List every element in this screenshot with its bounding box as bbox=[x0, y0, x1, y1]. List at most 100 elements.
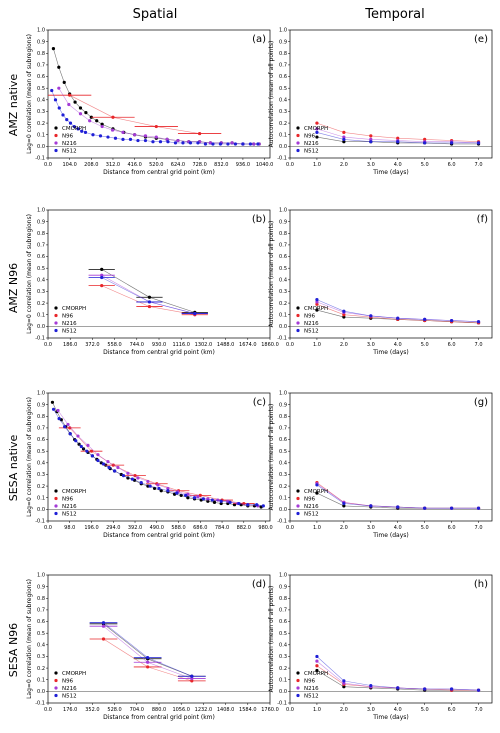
legend-marker-n96 bbox=[54, 133, 58, 138]
panel-label: (d) bbox=[252, 579, 266, 590]
y-tick-label: 0.9 bbox=[279, 402, 287, 408]
series-n512 bbox=[88, 275, 208, 316]
data-point-n512 bbox=[241, 142, 245, 146]
data-point-n512 bbox=[146, 656, 150, 660]
y-tick-label: 0.4 bbox=[279, 98, 287, 104]
x-tick-label: 352.0 bbox=[85, 707, 99, 713]
data-point-n512 bbox=[80, 129, 84, 133]
x-axis-label: Distance from central grid point (km) bbox=[103, 532, 215, 539]
data-point-n216 bbox=[315, 127, 319, 131]
chart-panel-a: -0.10.00.10.20.30.40.50.60.70.80.91.00.0… bbox=[26, 28, 273, 176]
plot-frame bbox=[289, 574, 493, 704]
data-point-n96 bbox=[242, 501, 246, 506]
y-tick-label: 0.0 bbox=[37, 324, 45, 330]
x-tick-label: 0.0 bbox=[286, 342, 294, 348]
data-point-n216 bbox=[315, 659, 319, 663]
legend-marker-n96 bbox=[296, 313, 300, 318]
y-tick-label: 0.1 bbox=[279, 495, 287, 501]
legend-label-cmorph: CMORPH bbox=[304, 306, 328, 312]
legend-label-cmorph: CMORPH bbox=[304, 126, 328, 132]
data-point-n512 bbox=[255, 503, 259, 507]
data-point-n512 bbox=[166, 489, 170, 493]
y-tick-label: 0.3 bbox=[279, 289, 287, 295]
x-tick-label: 0.0 bbox=[44, 162, 52, 168]
data-point-n512 bbox=[226, 142, 230, 146]
data-point-n512 bbox=[190, 674, 194, 678]
y-tick-label: 0.5 bbox=[37, 449, 45, 455]
data-point-n216 bbox=[342, 681, 346, 685]
data-point-n512 bbox=[203, 142, 208, 146]
x-tick-label: 372.0 bbox=[85, 342, 99, 348]
series-line-n216 bbox=[58, 88, 260, 145]
data-point-n512 bbox=[476, 320, 481, 324]
data-point-n512 bbox=[51, 407, 56, 411]
y-tick-label: 0.2 bbox=[279, 121, 287, 127]
y-tick-label: 0.5 bbox=[279, 449, 287, 455]
x-tick-label: 1040.0 bbox=[256, 162, 274, 168]
x-tick-label: 5.0 bbox=[421, 342, 429, 348]
y-tick-label: 0.7 bbox=[279, 426, 287, 432]
data-point-cmorph bbox=[84, 111, 88, 115]
series-n96 bbox=[89, 637, 206, 683]
x-tick-label: 6.0 bbox=[448, 162, 456, 168]
data-point-n512 bbox=[193, 311, 197, 316]
legend-label-cmorph: CMORPH bbox=[304, 671, 328, 677]
y-tick-label: 0.0 bbox=[37, 507, 45, 513]
y-tick-label: 0.6 bbox=[37, 254, 45, 260]
legend-label-n96: N96 bbox=[62, 679, 74, 685]
x-tick-label: 312.0 bbox=[106, 162, 120, 168]
x-tick-label: 3.0 bbox=[367, 525, 375, 531]
data-point-n512 bbox=[50, 88, 54, 93]
x-tick-label: 1232.0 bbox=[195, 707, 213, 713]
chart-panels: -0.1 0.0 0.1 0.2 0.3 0.4 0.5 0.6 0.7 0.8 0.9 1.0 0.0… bbox=[26, 28, 493, 721]
plot-frame bbox=[47, 209, 271, 339]
legend-marker-n512 bbox=[296, 693, 300, 698]
x-tick-label: 1674.0 bbox=[239, 342, 257, 348]
y-tick-label: 0.9 bbox=[37, 584, 45, 590]
legend-marker-cmorph bbox=[54, 126, 58, 130]
plot-frame bbox=[47, 392, 271, 522]
y-axis-label: Lag=0 correlation (mean of subregions) bbox=[26, 34, 33, 154]
legend-label-n216: N216 bbox=[304, 141, 319, 147]
legend-marker-cmorph bbox=[296, 671, 300, 675]
y-tick-label: -0.1 bbox=[277, 701, 287, 707]
data-point-n512 bbox=[83, 130, 88, 134]
y-tick-label: 0.0 bbox=[279, 507, 287, 513]
x-tick-label: 3.0 bbox=[367, 342, 375, 348]
x-tick-label: 704.0 bbox=[130, 707, 144, 713]
data-point-n216 bbox=[100, 273, 104, 277]
x-tick-label: 0.0 bbox=[44, 342, 52, 348]
data-point-n512 bbox=[423, 506, 427, 510]
data-point-n512 bbox=[96, 458, 100, 463]
data-point-n216 bbox=[146, 660, 150, 664]
legend-label-n216: N216 bbox=[304, 686, 319, 692]
x-tick-label: 6.0 bbox=[448, 707, 456, 713]
data-point-n216 bbox=[166, 486, 170, 491]
data-point-n512 bbox=[342, 679, 346, 683]
x-tick-label: 4.0 bbox=[394, 525, 402, 531]
y-axis-label: Lag=0 correlation (mean of subregions) bbox=[26, 397, 33, 517]
data-point-n96 bbox=[369, 134, 373, 138]
data-point-n216 bbox=[106, 460, 110, 464]
data-point-n96 bbox=[423, 137, 427, 141]
x-tick-label: 176.0 bbox=[63, 707, 77, 713]
y-tick-label: 0.2 bbox=[37, 484, 45, 490]
data-point-n512 bbox=[107, 465, 111, 470]
y-tick-label: 0.1 bbox=[279, 132, 287, 138]
data-point-n512 bbox=[61, 113, 65, 117]
legend-marker-n512 bbox=[54, 511, 58, 516]
y-tick-label: 1.0 bbox=[279, 391, 287, 397]
data-point-n512 bbox=[196, 141, 200, 145]
panel-label: (h) bbox=[474, 579, 488, 590]
legend-label-n512: N512 bbox=[304, 512, 319, 518]
data-point-n512 bbox=[79, 444, 83, 449]
chart-panel-f: -0.10.00.10.20.30.40.50.60.70.80.91.00.0… bbox=[268, 208, 493, 356]
y-tick-label: 1.0 bbox=[37, 208, 45, 214]
data-point-n512 bbox=[85, 449, 89, 453]
y-tick-label: 0.3 bbox=[279, 109, 287, 115]
data-point-n216 bbox=[126, 471, 130, 475]
y-tick-label: 0.8 bbox=[279, 596, 287, 602]
row-title-sesa-n96: SESA N96 bbox=[7, 623, 20, 677]
data-point-n512 bbox=[57, 106, 61, 110]
x-tick-label: 2.0 bbox=[340, 342, 348, 348]
